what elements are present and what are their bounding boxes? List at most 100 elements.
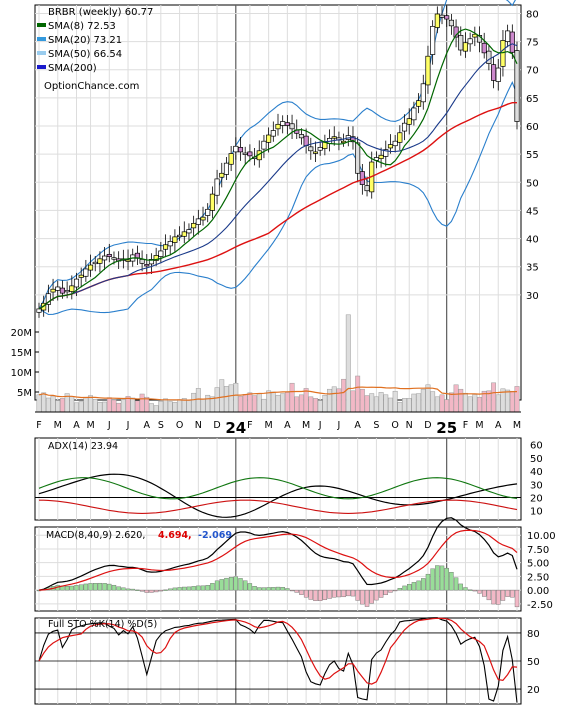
volume-bar (130, 397, 136, 413)
volume-bar (491, 382, 497, 413)
macd-histogram-bar (64, 585, 70, 591)
price-tick-label: 75 (526, 38, 539, 49)
sto-title: Full STO %K(14) %D(5) (48, 619, 157, 630)
macd-histogram-bar (308, 589, 314, 600)
macd-histogram-bar (463, 587, 468, 591)
candle-body (383, 149, 389, 157)
adx-tick-label: 20 (530, 494, 543, 505)
candle-body (36, 308, 42, 313)
macd-histogram-bar (182, 586, 187, 591)
volume-bar (83, 396, 89, 413)
x-tick-label: A (284, 420, 291, 431)
stochastic-tick-label: 20 (527, 685, 540, 696)
candle-body (495, 67, 501, 82)
x-tick-label: F (463, 420, 468, 431)
macd-histogram-bar (153, 589, 159, 593)
adx-frame (34, 437, 522, 521)
candle-body (411, 107, 417, 121)
candle-body (191, 223, 197, 229)
volume-bar (261, 398, 267, 413)
candle-body (467, 38, 473, 45)
macd-histogram-bar (388, 589, 393, 593)
candle-body (102, 255, 108, 261)
candle-body (186, 229, 192, 234)
candle-body (69, 285, 75, 292)
candle-body (172, 236, 178, 243)
volume-bar (97, 402, 103, 413)
macd-histogram-bar (505, 589, 510, 597)
volume-tick-label: 20M (11, 328, 32, 339)
candle-body (219, 172, 225, 178)
legend-swatch-sma50 (37, 51, 46, 55)
price-tick-label: 55 (526, 150, 539, 161)
adx-title: ADX(14) 23.94 (48, 441, 118, 452)
stochastic-tick-label: 50 (527, 657, 540, 668)
volume-bar (153, 405, 159, 413)
candle-body (205, 208, 211, 216)
volume-average-line (38, 386, 518, 401)
macd-histogram-bar (135, 589, 140, 591)
x-tick-label: F (36, 420, 41, 431)
macd-histogram-bar (477, 589, 482, 594)
candle-body (223, 162, 230, 175)
candle-body (158, 250, 164, 257)
candle-body (139, 259, 145, 264)
volume-bar (364, 395, 370, 413)
price-tick-label: 30 (526, 291, 539, 302)
macd-histogram-bar (247, 583, 253, 591)
candle-body (270, 130, 276, 137)
volume-bar (327, 388, 332, 413)
volume-bar (195, 388, 201, 413)
candle-body (275, 123, 281, 130)
volume-bar (74, 402, 79, 413)
volume-bar (45, 397, 51, 413)
x-tick-label: J (126, 420, 130, 431)
macd-histogram-bar (252, 586, 257, 591)
volume-bar (308, 396, 314, 413)
x-tick-label: M (513, 420, 521, 431)
macd-histogram-bar (332, 589, 337, 598)
volume-bar (317, 400, 323, 413)
volume-bar (228, 384, 234, 413)
macd-histogram-bar (102, 583, 107, 591)
candle-body (73, 278, 80, 288)
macd-histogram-bar (360, 589, 365, 605)
x-tick-label: S (158, 420, 164, 431)
macd-histogram-bar (238, 578, 243, 591)
volume-bar (177, 399, 183, 413)
volume-bar (252, 395, 258, 413)
volume-bar (149, 403, 154, 413)
volume-bar (41, 392, 47, 413)
volume-bar (224, 386, 229, 413)
volume-bar (416, 393, 422, 413)
candle-body (97, 258, 103, 264)
macd-histogram-bar (271, 587, 276, 591)
x-tick-label: A (354, 420, 361, 431)
x-tick-label: A (144, 420, 151, 431)
macd-histogram-bar (242, 580, 248, 591)
macd-histogram-bar (97, 582, 103, 591)
macd-histogram-bar (224, 577, 229, 591)
candle-body (355, 142, 361, 174)
volume-bar (102, 401, 108, 413)
price-tick-label: 80 (526, 9, 539, 20)
adx-panel: 10 20 30 40 50 60 (34, 437, 543, 521)
macd-histogram-bar (177, 587, 182, 591)
price-panel: 30 35 40 45 50 55 60 65 70 75 80 (34, 0, 539, 401)
volume-bar (430, 391, 436, 413)
candle-body (486, 50, 492, 64)
candle-body (125, 259, 131, 262)
stochastic-tick-label: 80 (527, 629, 540, 640)
volume-bar (434, 396, 440, 413)
candle-body (420, 83, 426, 103)
macd-histogram-bar (411, 582, 417, 591)
candle-body (406, 118, 412, 125)
candle-body (341, 140, 347, 144)
volume-bar (205, 394, 211, 413)
stochastic-d-line (38, 617, 518, 685)
volume-bar (373, 396, 379, 413)
macd-histogram-bar (280, 587, 285, 591)
price-chart-title: BRBR (weekly) 60.77 (48, 7, 153, 18)
adx-tick-label: 60 (530, 441, 543, 452)
macd-histogram-bar (121, 587, 126, 591)
